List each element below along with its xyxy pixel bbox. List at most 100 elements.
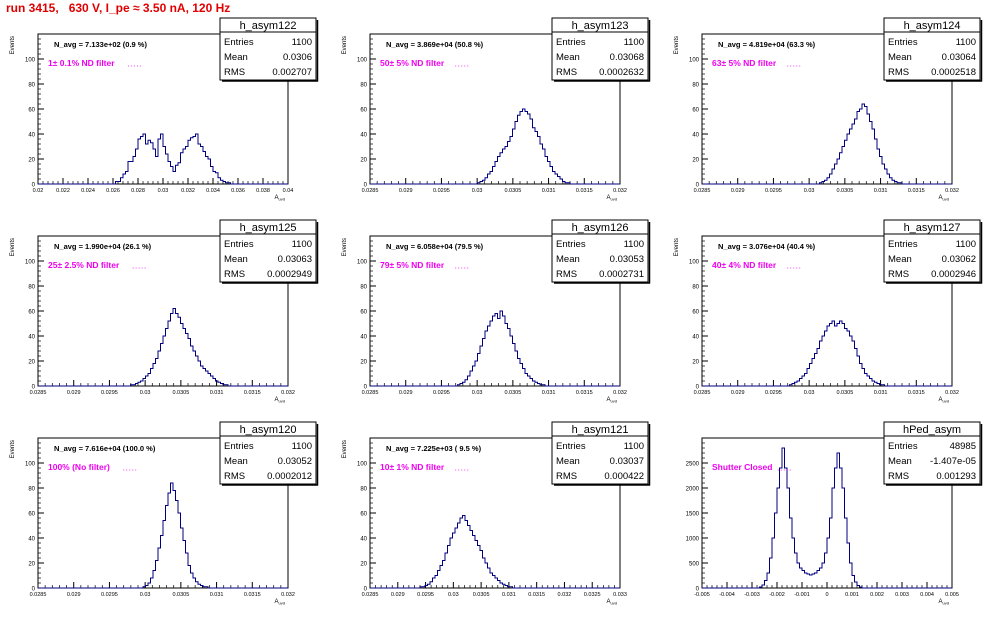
x-tick-label: 0.029 [399,188,413,194]
navg-text: N_avg = 1.990e+04 (26.1 %) [54,242,152,251]
y-tick-label: 0 [696,183,700,189]
x-tick-label: 0.029 [731,390,745,396]
x-tick-label: 0.029 [67,390,81,396]
x-tick-label: 0.03 [140,390,151,396]
x-tick-label: 0.0295 [765,390,782,396]
y-tick-label: 80 [28,285,35,291]
x-tick-label: 0.0295 [101,592,118,598]
histogram-panel-h_asym125: 0 20 40 60 80 100 0.0285 0.029 0.0295 0.03 0.0305 0… [10,219,319,404]
navg-text: N_avg = 7.616e+04 (100.0 %) [54,444,156,453]
stats-label: Mean [888,52,912,63]
x-tick-label: 0.0315 [576,390,593,396]
y-tick-label: 100 [357,260,368,266]
y-tick-label: 80 [28,487,35,493]
x-tick-label: -0.004 [719,592,735,598]
x-tick-label: 0.0285 [362,592,379,598]
stats-label: Mean [888,254,912,265]
stats-box [551,421,649,485]
stats-value: 0.03062 [942,254,976,265]
y-tick-label: 60 [692,310,699,316]
histogram-line [370,108,620,185]
stats-label: RMS [888,269,909,280]
filter-label: 63± 5% ND filter [712,58,777,68]
y-tick-label: 40 [360,133,367,139]
x-tick-label: 0.0295 [765,188,782,194]
histogram-panel-h_asym127: 0 20 40 60 80 100 0.0285 0.029 0.0295 0.03 0.0305 0… [674,219,983,404]
stats-title: h_asym127 [904,222,961,234]
stats-title: h_asym125 [240,222,297,234]
x-tick-label: 0.03 [140,592,151,598]
x-tick-label: 0.0315 [576,188,593,194]
histogram-line [38,133,288,185]
x-tick-label: 0.0285 [362,188,379,194]
stats-label: Entries [888,239,918,250]
stats-value: 0.03053 [610,254,644,265]
x-tick-label: 0.0305 [504,390,521,396]
x-tick-label: 0.032 [945,188,959,194]
y-axis-label: Events [342,36,348,54]
stats-label: Mean [556,456,580,467]
x-tick-label: 0.03 [804,188,815,194]
x-tick-label: 0.0295 [417,592,434,598]
y-tick-label: 20 [692,158,699,164]
histogram-panel-h_asym122: 0 20 40 60 80 100 0.02 0.022 0.024 0.026 0.028 0.03… [10,17,319,202]
y-tick-label: 80 [692,83,699,89]
y-axis-label: Events [10,36,16,54]
y-tick-label: 100 [25,462,36,468]
stats-label: Entries [888,441,918,452]
x-axis-label: Auvd [939,599,949,606]
x-axis-label: Auvd [275,599,285,606]
x-axis-label: Auvd [939,195,949,202]
y-tick-label: 20 [28,360,35,366]
x-tick-label: 0 [825,592,828,598]
y-tick-label: 100 [25,58,36,64]
histogram-panel-h_asym120: 0 20 40 60 80 100 0.0285 0.029 0.0295 0.03 0.0305 0… [10,421,319,606]
y-tick-label: 80 [360,285,367,291]
x-tick-label: 0.0315 [528,592,545,598]
x-axis-label: Auvd [939,397,949,404]
y-tick-label: 0 [696,385,700,391]
x-tick-label: 0.005 [945,592,959,598]
navg-text: N_avg = 7.225e+03 ( 9.5 %) [386,444,482,453]
navg-text: N_avg = 4.819e+04 (63.3 %) [718,40,816,49]
stats-label: RMS [888,471,909,482]
stats-label: Mean [556,254,580,265]
x-tick-label: 0.0295 [433,390,450,396]
x-axis-label: Auvd [607,397,617,404]
y-tick-label: 100 [689,58,700,64]
stats-label: Mean [224,456,248,467]
y-tick-label: 40 [28,133,35,139]
stats-box [883,17,981,81]
histogram-line [370,310,620,387]
x-tick-label: 0.028 [131,188,145,194]
x-tick-label: -0.001 [794,592,810,598]
page-title: run 3415, 630 V, I_pe ≈ 3.50 nA, 120 Hz [6,1,231,15]
y-tick-label: 20 [28,158,35,164]
stats-label: RMS [556,269,577,280]
y-tick-label: 2500 [686,462,700,468]
x-tick-label: 0.029 [399,390,413,396]
stats-value: 1100 [292,37,312,48]
y-tick-label: 500 [689,562,700,568]
stats-box [551,219,649,283]
stats-label: Mean [224,52,248,63]
stats-label: Entries [224,37,254,48]
y-tick-label: 2000 [686,487,700,493]
stats-box [551,17,649,81]
y-axis-label: Events [10,440,16,458]
stats-box [883,219,981,283]
y-tick-label: 40 [692,133,699,139]
stats-label: Entries [556,239,586,250]
filter-label: 100% (No filter) [48,462,110,472]
stats-box [219,219,317,283]
stats-label: Entries [556,37,586,48]
y-tick-label: 0 [364,183,368,189]
x-tick-label: 0.032 [281,592,295,598]
x-tick-label: 0.029 [67,592,81,598]
filter-label: 1± 0.1% ND filter [48,58,115,68]
stats-value: 0.03052 [278,456,312,467]
x-tick-label: 0.029 [731,188,745,194]
histogram-line [38,482,288,589]
x-tick-label: 0.0305 [172,592,189,598]
stats-value: 1100 [624,37,644,48]
